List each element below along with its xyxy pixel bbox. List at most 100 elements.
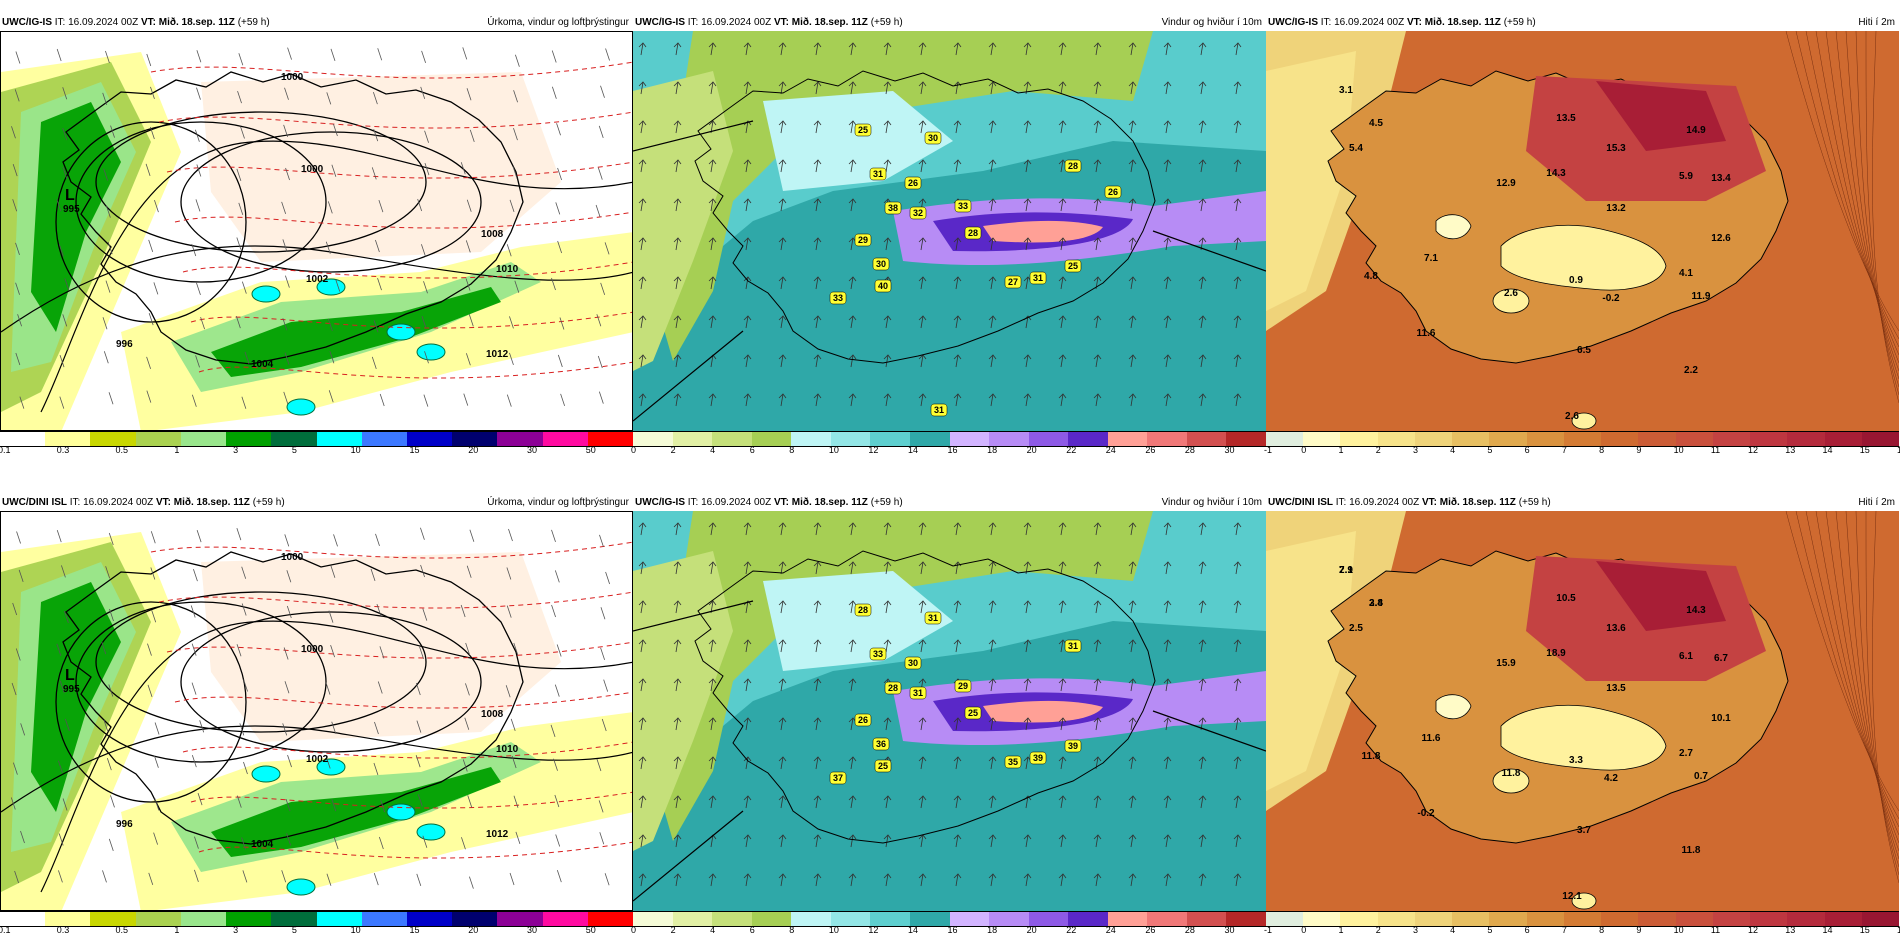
wind-barb [106,758,112,771]
wind-arrow [920,639,924,653]
wind-arrow-head [638,834,647,840]
colorbar-swatch [1750,432,1788,446]
temperature-isoline [198,841,632,859]
valid-time-prefix: VT: [155,497,171,508]
wind-barb [506,567,512,580]
wind-arrow [955,756,959,770]
wind-arrow [1060,795,1064,809]
colorbar-tick: 10 [828,925,839,935]
wind-arrow [710,159,714,173]
colorbar-swatch [1107,432,1148,446]
wind-barb [11,126,16,139]
wind-arrow-head [1128,756,1137,762]
wind-barb [597,355,603,369]
wind-arrow-head [1198,561,1207,567]
precip-core [416,823,446,841]
wind-arrow [675,756,679,770]
wind-barb [147,643,152,656]
colorbar-swatch [751,432,792,446]
coastline [62,71,524,365]
wind-arrow [675,561,679,575]
wind-barb [510,718,516,732]
wind-arrow [850,834,854,848]
wind-arrow-head [638,561,647,567]
colorbar-swatch [1824,432,1862,446]
wind-arrow-head [1198,237,1207,243]
wind-arrow [1165,522,1169,536]
panel-header: UWC/DINI ISL IT: 16.09.2024 00Z VT: Mið.… [0,494,633,511]
wind-arrow-head [1163,42,1172,48]
wind-arrow-head [673,198,682,204]
wind-arrow [815,678,819,692]
sector-line [633,600,754,632]
colorbar-swatch [1303,912,1341,926]
wind-arrow-head [1058,42,1067,48]
wind-arrow-head [1058,717,1067,723]
colorbar-tick: 20 [1026,445,1037,455]
wind-barb [154,798,160,811]
wind-arrow [710,522,714,536]
wind-barb [236,237,242,250]
glacier [1500,704,1667,771]
colorbar-swatch [949,432,990,446]
colorbar-swatch [0,432,46,446]
wind-arrow [780,873,784,887]
wind-arrow [990,639,994,653]
colorbar: 0 2 4 6 8 10 12 14 16 18 20 22 24 26 28 30 [631,911,1266,935]
wind-arrow-head [778,522,787,528]
gust-band [983,700,1103,723]
wind-barb [377,278,382,291]
colorbar-tick: 15 [409,445,420,455]
wind-arrow [675,81,679,95]
wind-arrow [1165,393,1169,407]
colorbar-swatch [989,432,1029,446]
temperature-label: 10.1 [1711,713,1731,724]
wind-barb [281,201,287,214]
wind-barb [330,48,336,62]
wind-arrow [1095,81,1099,95]
pressure-label: 996 [116,819,133,830]
colorbar-tick: 50 [585,445,596,455]
wind-arrow [745,639,749,653]
wind-arrow [1130,42,1134,56]
wind-arrow [885,354,889,368]
wind-barb [462,759,468,772]
gust-label-box [1029,271,1047,285]
colorbar-swatch [1824,912,1862,926]
wind-arrow [1025,237,1029,251]
wind-barb [58,870,63,883]
wind-arrow-head [778,393,787,399]
gust-label-box [884,201,902,215]
wind-arrow-head [1128,354,1137,360]
isobar [95,591,427,733]
colorbar-swatch [1601,912,1639,926]
wind-arrow-head [953,522,962,528]
wind-arrow-head [988,42,997,48]
wind-barb [197,792,203,806]
wind-arrow [1130,120,1134,134]
precip-core [316,758,346,776]
isotherm [1855,511,1899,868]
wind-arrow-head [1023,873,1032,879]
colorbar-tick: 2 [670,925,676,935]
wind-arrow-head [743,522,752,528]
wind-arrow-head [1163,276,1172,282]
colorbar-swatch [1452,432,1490,446]
wind-arrow [1095,237,1099,251]
temperature-label: 6.7 [1714,653,1728,664]
wind-arrow [675,393,679,407]
wind-arrow-head [1198,756,1207,762]
colorbar-tick: 0.1 [0,925,11,935]
isotherm [1785,31,1899,332]
colorbar-tick: 0 [631,445,637,455]
wind-arrow [640,561,644,575]
wind-arrow-head [1233,717,1242,723]
wind-arrow-head [883,42,892,48]
wind-arrow [780,600,784,614]
wind-arrow-head [1058,678,1067,684]
wind-arrow [1060,834,1064,848]
wind-arrow-head [708,561,717,567]
wind-arrow [780,81,784,95]
temperature-label: 12.6 [1711,233,1731,244]
